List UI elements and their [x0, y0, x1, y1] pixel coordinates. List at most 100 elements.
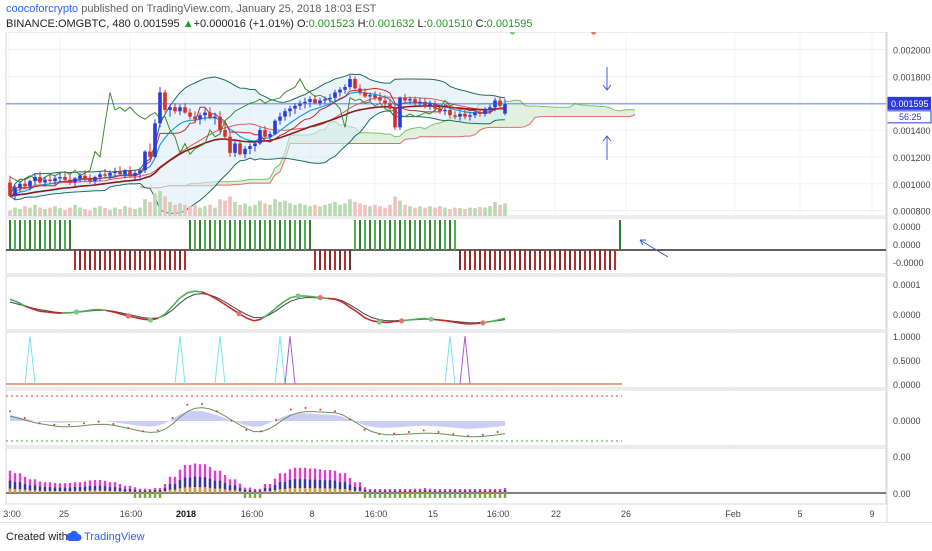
y-tick-label: 1.0000: [893, 332, 921, 342]
stacked-bar-navy: [274, 485, 276, 490]
momentum-bar: [104, 250, 106, 270]
stacked-bar-negative: [254, 493, 256, 498]
momentum-bar: [249, 220, 251, 250]
stacked-bar-negative: [364, 493, 366, 498]
candle-body: [113, 172, 117, 173]
stacked-bar-navy: [404, 491, 406, 492]
momentum-bar: [574, 250, 576, 270]
candle-body: [23, 184, 27, 187]
stacked-bar-navy: [389, 491, 391, 492]
momentum-bar: [579, 250, 581, 270]
volume-bar: [118, 209, 122, 216]
stacked-bar-navy: [269, 488, 271, 491]
ribbon-dot: [408, 431, 410, 433]
candle-body: [73, 178, 77, 182]
momentum-bar: [384, 220, 386, 250]
volume-bar: [133, 209, 137, 216]
volume-bar: [58, 208, 62, 216]
stacked-bar-gold: [344, 489, 346, 493]
stacked-bar-navy: [474, 491, 476, 492]
candle-body: [43, 180, 47, 183]
momentum-bar: [159, 250, 161, 270]
stacked-bar-negative: [374, 493, 376, 498]
volume-bar: [193, 205, 197, 216]
momentum-bar: [79, 250, 81, 270]
stacked-bar-navy: [199, 477, 201, 487]
stacked-bar-navy: [209, 479, 211, 488]
stacked-bar-negative: [259, 493, 261, 498]
momentum-bar: [479, 250, 481, 270]
stacked-bar-navy: [99, 486, 101, 491]
stacked-bar-navy: [119, 488, 121, 491]
stacked-bar-navy: [494, 491, 496, 492]
volume-bar: [8, 210, 12, 216]
stacked-bar-navy: [254, 491, 256, 492]
stacked-bar-gold: [459, 492, 461, 493]
stacked-bar-navy: [489, 491, 491, 492]
stacked-bar-navy: [74, 487, 76, 491]
volume-bar: [33, 205, 37, 216]
candle-body: [378, 98, 382, 101]
candle-body: [123, 170, 127, 174]
momentum-bar: [309, 220, 311, 250]
oscillator-marker: [296, 293, 301, 298]
stacked-bar-navy: [194, 477, 196, 487]
stacked-bar-navy: [104, 486, 106, 490]
stacked-bar-gold: [279, 489, 281, 493]
volume-bar: [353, 202, 357, 216]
candle-body: [98, 174, 102, 177]
volume-bar: [28, 208, 32, 216]
symbol-label[interactable]: BINANCE:OMGBTC, 480: [6, 18, 131, 30]
stacked-bar-gold: [329, 488, 331, 493]
candle-body: [383, 100, 387, 103]
stacked-bar-navy: [459, 491, 461, 492]
momentum-bar: [14, 220, 16, 250]
volume-bar: [188, 206, 192, 216]
candle-body: [153, 123, 157, 157]
volume-bar: [413, 208, 417, 216]
stacked-bar-gold: [129, 492, 131, 493]
volume-bar: [23, 206, 27, 216]
volume-bar: [383, 208, 387, 216]
momentum-bar: [494, 250, 496, 270]
stacked-bar-gold: [269, 491, 271, 493]
chart-canvas[interactable]: 0.0020000.0018000.0016000.0014000.001200…: [0, 32, 932, 522]
volume-bar: [463, 209, 467, 216]
stacked-bar-gold: [504, 492, 506, 493]
stacked-bar-gold: [204, 487, 206, 493]
candle-body: [503, 104, 507, 114]
volume-bar: [198, 208, 202, 216]
stacked-bar-negative: [429, 493, 431, 498]
volume-bar: [248, 206, 252, 216]
volume-bar: [258, 201, 262, 216]
candle-body: [18, 184, 22, 188]
volume-bar: [83, 209, 87, 216]
stacked-bar-navy: [394, 491, 396, 492]
author-link[interactable]: coocoforcrypto: [6, 3, 78, 15]
volume-bar: [293, 205, 297, 216]
stacked-bar-gold: [214, 489, 216, 493]
stacked-bar-gold: [469, 492, 471, 493]
stacked-bar-gold: [209, 488, 211, 493]
stacked-bar-navy: [469, 491, 471, 492]
published-text: published on TradingView.com, January 25…: [81, 3, 376, 15]
momentum-bar: [314, 250, 316, 270]
volume-bar: [153, 194, 157, 216]
ribbon-dot: [290, 409, 292, 411]
tradingview-brand[interactable]: TradingView: [84, 531, 145, 543]
y-tick-label: 0.000800: [893, 207, 931, 217]
stacked-bar-gold: [94, 490, 96, 493]
ribbon-dot: [142, 430, 144, 432]
candle-body: [328, 98, 332, 99]
candle-body: [53, 178, 57, 181]
stacked-bar-navy: [319, 480, 321, 488]
candle-body: [253, 143, 257, 146]
stacked-bar-gold: [409, 492, 411, 493]
stacked-bar-navy: [159, 490, 161, 492]
stacked-bar-navy: [374, 491, 376, 492]
volume-bar: [443, 208, 447, 216]
x-tick-label: 9: [869, 509, 874, 519]
oscillator-marker: [429, 317, 434, 322]
stacked-bar-gold: [489, 492, 491, 493]
volume-bar: [373, 205, 377, 216]
